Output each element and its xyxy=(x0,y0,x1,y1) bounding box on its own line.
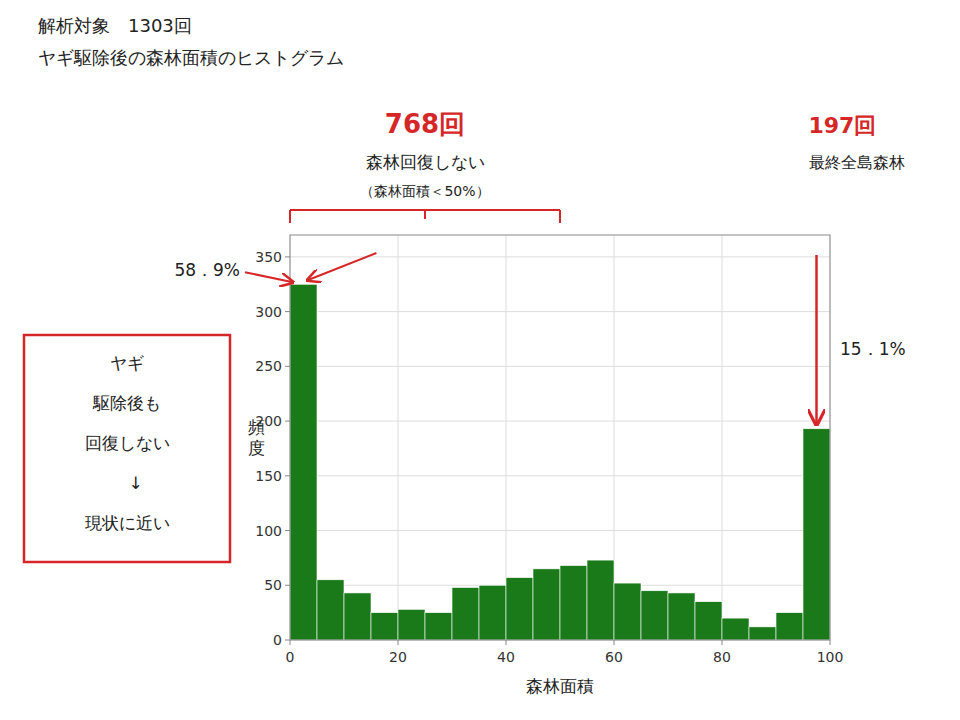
annotation-arrow xyxy=(245,272,293,282)
note-box-text: 回復しない xyxy=(85,433,170,453)
x-tick xyxy=(506,640,507,645)
grid xyxy=(290,235,830,640)
bracket-line xyxy=(559,210,561,223)
bar xyxy=(317,580,344,640)
x-tick-label: 0 xyxy=(286,649,295,665)
annotation: 58．9% xyxy=(174,260,240,280)
y-grid-line xyxy=(290,421,830,422)
y-tick-label: 350 xyxy=(255,249,282,265)
y-tick xyxy=(285,585,290,586)
chart: 解析対象 1303回ヤギ駆除後の森林面積のヒストグラム0501001502002… xyxy=(0,0,960,720)
x-tick-label: 100 xyxy=(817,649,844,665)
bar xyxy=(344,593,371,640)
annotation-arrow xyxy=(815,255,818,425)
x-tick xyxy=(614,640,615,645)
bar xyxy=(290,284,317,640)
y-tick xyxy=(285,475,290,476)
annotation: 15．1% xyxy=(840,339,906,359)
bar xyxy=(614,583,641,640)
x-axis-label: 森林面積 xyxy=(526,676,594,696)
y-tick xyxy=(285,640,290,641)
note-box-text: 駆除後も xyxy=(92,393,161,413)
annotations: 768回森林回復しない （森林面積＜50%） 197回最終全島森林 58．9% 15．1… xyxy=(24,109,906,562)
y-tick-label: 100 xyxy=(255,523,282,539)
x-grid-line xyxy=(722,235,723,640)
annotation: 768回 xyxy=(385,109,465,139)
y-tick xyxy=(285,311,290,312)
x-tick-label: 20 xyxy=(389,649,407,665)
title: 解析対象 1303回 xyxy=(38,15,192,36)
annotation: 197回 xyxy=(809,113,877,138)
y-tick-label: 150 xyxy=(255,468,282,484)
bar xyxy=(803,429,830,640)
note-box-text: ↓ xyxy=(111,473,142,493)
bar xyxy=(560,566,587,640)
annotation: 森林回復しない xyxy=(366,152,485,172)
bracket xyxy=(290,210,560,223)
bar xyxy=(722,618,749,640)
bracket-line xyxy=(289,210,291,223)
x-tick xyxy=(830,640,831,645)
annotation-arrow xyxy=(308,253,377,280)
annotation: （森林面積＜50%） xyxy=(360,183,489,199)
bar xyxy=(776,613,803,640)
note-box xyxy=(24,335,230,562)
axes: 050100150200250300350020406080100 xyxy=(255,249,843,665)
bar xyxy=(587,560,614,640)
annotation: 最終全島森林 xyxy=(809,153,905,172)
y-tick-label: 50 xyxy=(264,577,282,593)
bar xyxy=(479,585,506,640)
bar xyxy=(371,613,398,640)
y-tick-label: 0 xyxy=(273,632,282,648)
y-grid-line xyxy=(290,256,830,257)
bar xyxy=(425,613,452,640)
y-tick xyxy=(285,530,290,531)
x-tick-label: 80 xyxy=(713,649,731,665)
plot-frame xyxy=(290,235,830,640)
y-axis-label: 頻度 xyxy=(248,417,265,458)
note-box-text: 現状に近い xyxy=(85,513,170,533)
bar xyxy=(749,627,776,640)
bracket-line xyxy=(424,210,426,219)
y-grid-line xyxy=(290,366,830,367)
y-tick xyxy=(285,256,290,257)
x-tick xyxy=(722,640,723,645)
y-tick-label: 300 xyxy=(255,304,282,320)
x-grid-line xyxy=(398,235,399,640)
bar xyxy=(641,591,668,640)
subtitle: ヤギ駆除後の森林面積のヒストグラム xyxy=(38,47,344,68)
bar xyxy=(506,578,533,640)
bars xyxy=(290,284,830,640)
x-tick-label: 40 xyxy=(497,649,515,665)
y-axis-label-line: 頻 xyxy=(248,417,265,437)
x-tick xyxy=(398,640,399,645)
x-tick xyxy=(290,640,291,645)
bar xyxy=(398,609,425,640)
y-axis-label-line: 度 xyxy=(248,438,265,458)
y-tick-label: 250 xyxy=(255,358,282,374)
y-grid-line xyxy=(290,311,830,312)
y-tick xyxy=(285,421,290,422)
y-tick xyxy=(285,366,290,367)
y-grid-line xyxy=(290,530,830,531)
bar xyxy=(452,587,479,640)
x-tick-label: 60 xyxy=(605,649,623,665)
y-grid-line xyxy=(290,475,830,476)
bar xyxy=(695,602,722,640)
note-box-text: ヤギ xyxy=(110,353,144,373)
bar xyxy=(668,593,695,640)
bar xyxy=(533,569,560,640)
